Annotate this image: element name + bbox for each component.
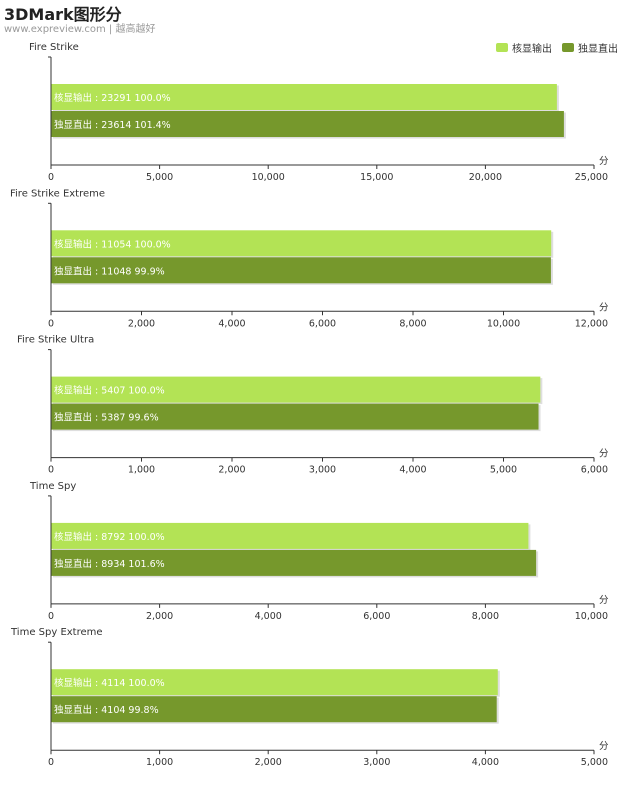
legend-label-integrated: 核显输出 bbox=[512, 44, 552, 55]
x-tick-label: 6,000 bbox=[581, 465, 608, 476]
chart-title: Time Spy bbox=[29, 481, 76, 492]
x-tick-label: 4,000 bbox=[218, 318, 245, 329]
x-axis-unit: 分 bbox=[599, 595, 609, 606]
legend-item-integrated[interactable]: 核显输出 bbox=[496, 40, 552, 55]
bar-discrete bbox=[51, 549, 537, 576]
bar-integrated bbox=[51, 522, 529, 549]
page-subtitle: www.expreview.com | 越高越好 bbox=[4, 24, 156, 35]
bar-integrated bbox=[51, 376, 541, 403]
x-tick-label: 5,000 bbox=[490, 465, 517, 476]
x-axis-unit: 分 bbox=[599, 449, 609, 460]
chart-panel-2[interactable]: Fire Strike Ultra 核显输出 : 5407 100.0% 独显直出 … bbox=[17, 335, 609, 476]
bar-data-label: 独显直出 : 5387 99.6% bbox=[54, 412, 159, 424]
x-tick-label: 3,000 bbox=[309, 465, 336, 476]
chart-title: Time Spy Extreme bbox=[10, 627, 103, 638]
x-tick-label: 0 bbox=[48, 172, 54, 183]
chart-panel-0[interactable]: Fire Strike 核显输出 : 23291 100.0% 独显直出 : 236… bbox=[29, 42, 609, 183]
x-tick-label: 10,000 bbox=[575, 611, 608, 622]
bar-discrete bbox=[51, 403, 539, 430]
x-tick-label: 2,000 bbox=[218, 465, 245, 476]
x-tick-label: 12,000 bbox=[575, 318, 608, 329]
x-axis-unit: 分 bbox=[599, 741, 609, 752]
x-tick-label: 5,000 bbox=[146, 172, 173, 183]
chart-title: Fire Strike bbox=[29, 42, 79, 53]
bar-data-label: 独显直出 : 8934 101.6% bbox=[54, 558, 165, 570]
page-title: 3DMark图形分 bbox=[4, 5, 122, 24]
x-tick-label: 6,000 bbox=[363, 611, 390, 622]
x-tick-label: 4,000 bbox=[255, 611, 282, 622]
x-tick-label: 3,000 bbox=[363, 757, 390, 768]
bar-data-label: 核显输出 : 11054 100.0% bbox=[54, 238, 171, 250]
x-tick-label: 6,000 bbox=[309, 318, 336, 329]
legend-label-discrete: 独显直出 bbox=[578, 44, 618, 55]
x-tick-label: 0 bbox=[48, 757, 54, 768]
x-tick-label: 10,000 bbox=[252, 172, 285, 183]
x-tick-label: 20,000 bbox=[469, 172, 502, 183]
x-tick-label: 0 bbox=[48, 318, 54, 329]
legend: 核显输出 独显直出 bbox=[496, 40, 618, 55]
bar-discrete bbox=[51, 111, 564, 137]
chart-panel-1[interactable]: Fire Strike Extreme 核显输出 : 11054 100.0% 独显… bbox=[10, 188, 609, 329]
legend-swatch-integrated bbox=[496, 43, 508, 52]
bar-integrated bbox=[51, 230, 552, 257]
bar-data-label: 核显输出 : 4114 100.0% bbox=[54, 677, 165, 689]
chart-title: Fire Strike Extreme bbox=[10, 188, 105, 199]
x-tick-label: 2,000 bbox=[255, 757, 282, 768]
x-tick-label: 4,000 bbox=[399, 465, 426, 476]
bar-data-label: 核显输出 : 5407 100.0% bbox=[54, 385, 165, 397]
chart-title: Fire Strike Ultra bbox=[17, 335, 94, 346]
x-tick-label: 5,000 bbox=[581, 757, 608, 768]
bar-data-label: 独显直出 : 23614 101.4% bbox=[54, 119, 171, 131]
x-tick-label: 1,000 bbox=[128, 465, 155, 476]
x-axis-unit: 分 bbox=[599, 156, 609, 167]
x-tick-label: 10,000 bbox=[487, 318, 520, 329]
bar-discrete bbox=[51, 696, 497, 723]
x-tick-label: 0 bbox=[48, 611, 54, 622]
chart-panel-3[interactable]: Time Spy 核显输出 : 8792 100.0% 独显直出 : 8934 10… bbox=[29, 481, 609, 622]
bar-data-label: 独显直出 : 11048 99.9% bbox=[54, 265, 165, 277]
x-tick-label: 4,000 bbox=[472, 757, 499, 768]
x-tick-label: 2,000 bbox=[146, 611, 173, 622]
x-tick-label: 15,000 bbox=[360, 172, 393, 183]
x-tick-label: 25,000 bbox=[575, 172, 608, 183]
x-axis-unit: 分 bbox=[599, 302, 609, 313]
x-tick-label: 1,000 bbox=[146, 757, 173, 768]
legend-swatch-discrete bbox=[562, 43, 574, 52]
legend-item-discrete[interactable]: 独显直出 bbox=[562, 40, 618, 55]
bar-data-label: 核显输出 : 23291 100.0% bbox=[54, 92, 171, 104]
chart-panel-4[interactable]: Time Spy Extreme 核显输出 : 4114 100.0% 独显直出 :… bbox=[10, 627, 609, 768]
bar-data-label: 独显直出 : 4104 99.8% bbox=[54, 704, 159, 716]
x-tick-label: 8,000 bbox=[472, 611, 499, 622]
bar-discrete bbox=[51, 257, 551, 284]
bar-integrated bbox=[51, 84, 557, 110]
bar-integrated bbox=[51, 669, 498, 696]
x-tick-label: 8,000 bbox=[399, 318, 426, 329]
x-tick-label: 2,000 bbox=[128, 318, 155, 329]
x-tick-label: 0 bbox=[48, 465, 54, 476]
bar-data-label: 核显输出 : 8792 100.0% bbox=[54, 531, 165, 543]
